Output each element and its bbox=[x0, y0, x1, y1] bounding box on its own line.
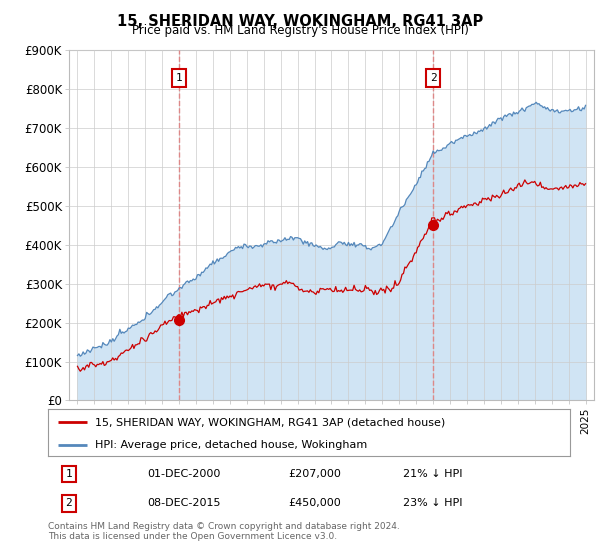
Text: Price paid vs. HM Land Registry's House Price Index (HPI): Price paid vs. HM Land Registry's House … bbox=[131, 24, 469, 37]
Text: Contains HM Land Registry data © Crown copyright and database right 2024.
This d: Contains HM Land Registry data © Crown c… bbox=[48, 522, 400, 542]
Text: 1: 1 bbox=[65, 469, 72, 479]
Text: 2: 2 bbox=[65, 498, 72, 508]
Text: 21% ↓ HPI: 21% ↓ HPI bbox=[403, 469, 463, 479]
Text: 2: 2 bbox=[430, 73, 436, 83]
Text: 1: 1 bbox=[176, 73, 182, 83]
Text: 08-DEC-2015: 08-DEC-2015 bbox=[147, 498, 221, 508]
Text: 01-DEC-2000: 01-DEC-2000 bbox=[147, 469, 221, 479]
Text: 23% ↓ HPI: 23% ↓ HPI bbox=[403, 498, 463, 508]
Text: HPI: Average price, detached house, Wokingham: HPI: Average price, detached house, Woki… bbox=[95, 440, 367, 450]
Text: 15, SHERIDAN WAY, WOKINGHAM, RG41 3AP: 15, SHERIDAN WAY, WOKINGHAM, RG41 3AP bbox=[117, 14, 483, 29]
Text: £450,000: £450,000 bbox=[288, 498, 341, 508]
Text: £207,000: £207,000 bbox=[288, 469, 341, 479]
Text: 15, SHERIDAN WAY, WOKINGHAM, RG41 3AP (detached house): 15, SHERIDAN WAY, WOKINGHAM, RG41 3AP (d… bbox=[95, 417, 445, 427]
